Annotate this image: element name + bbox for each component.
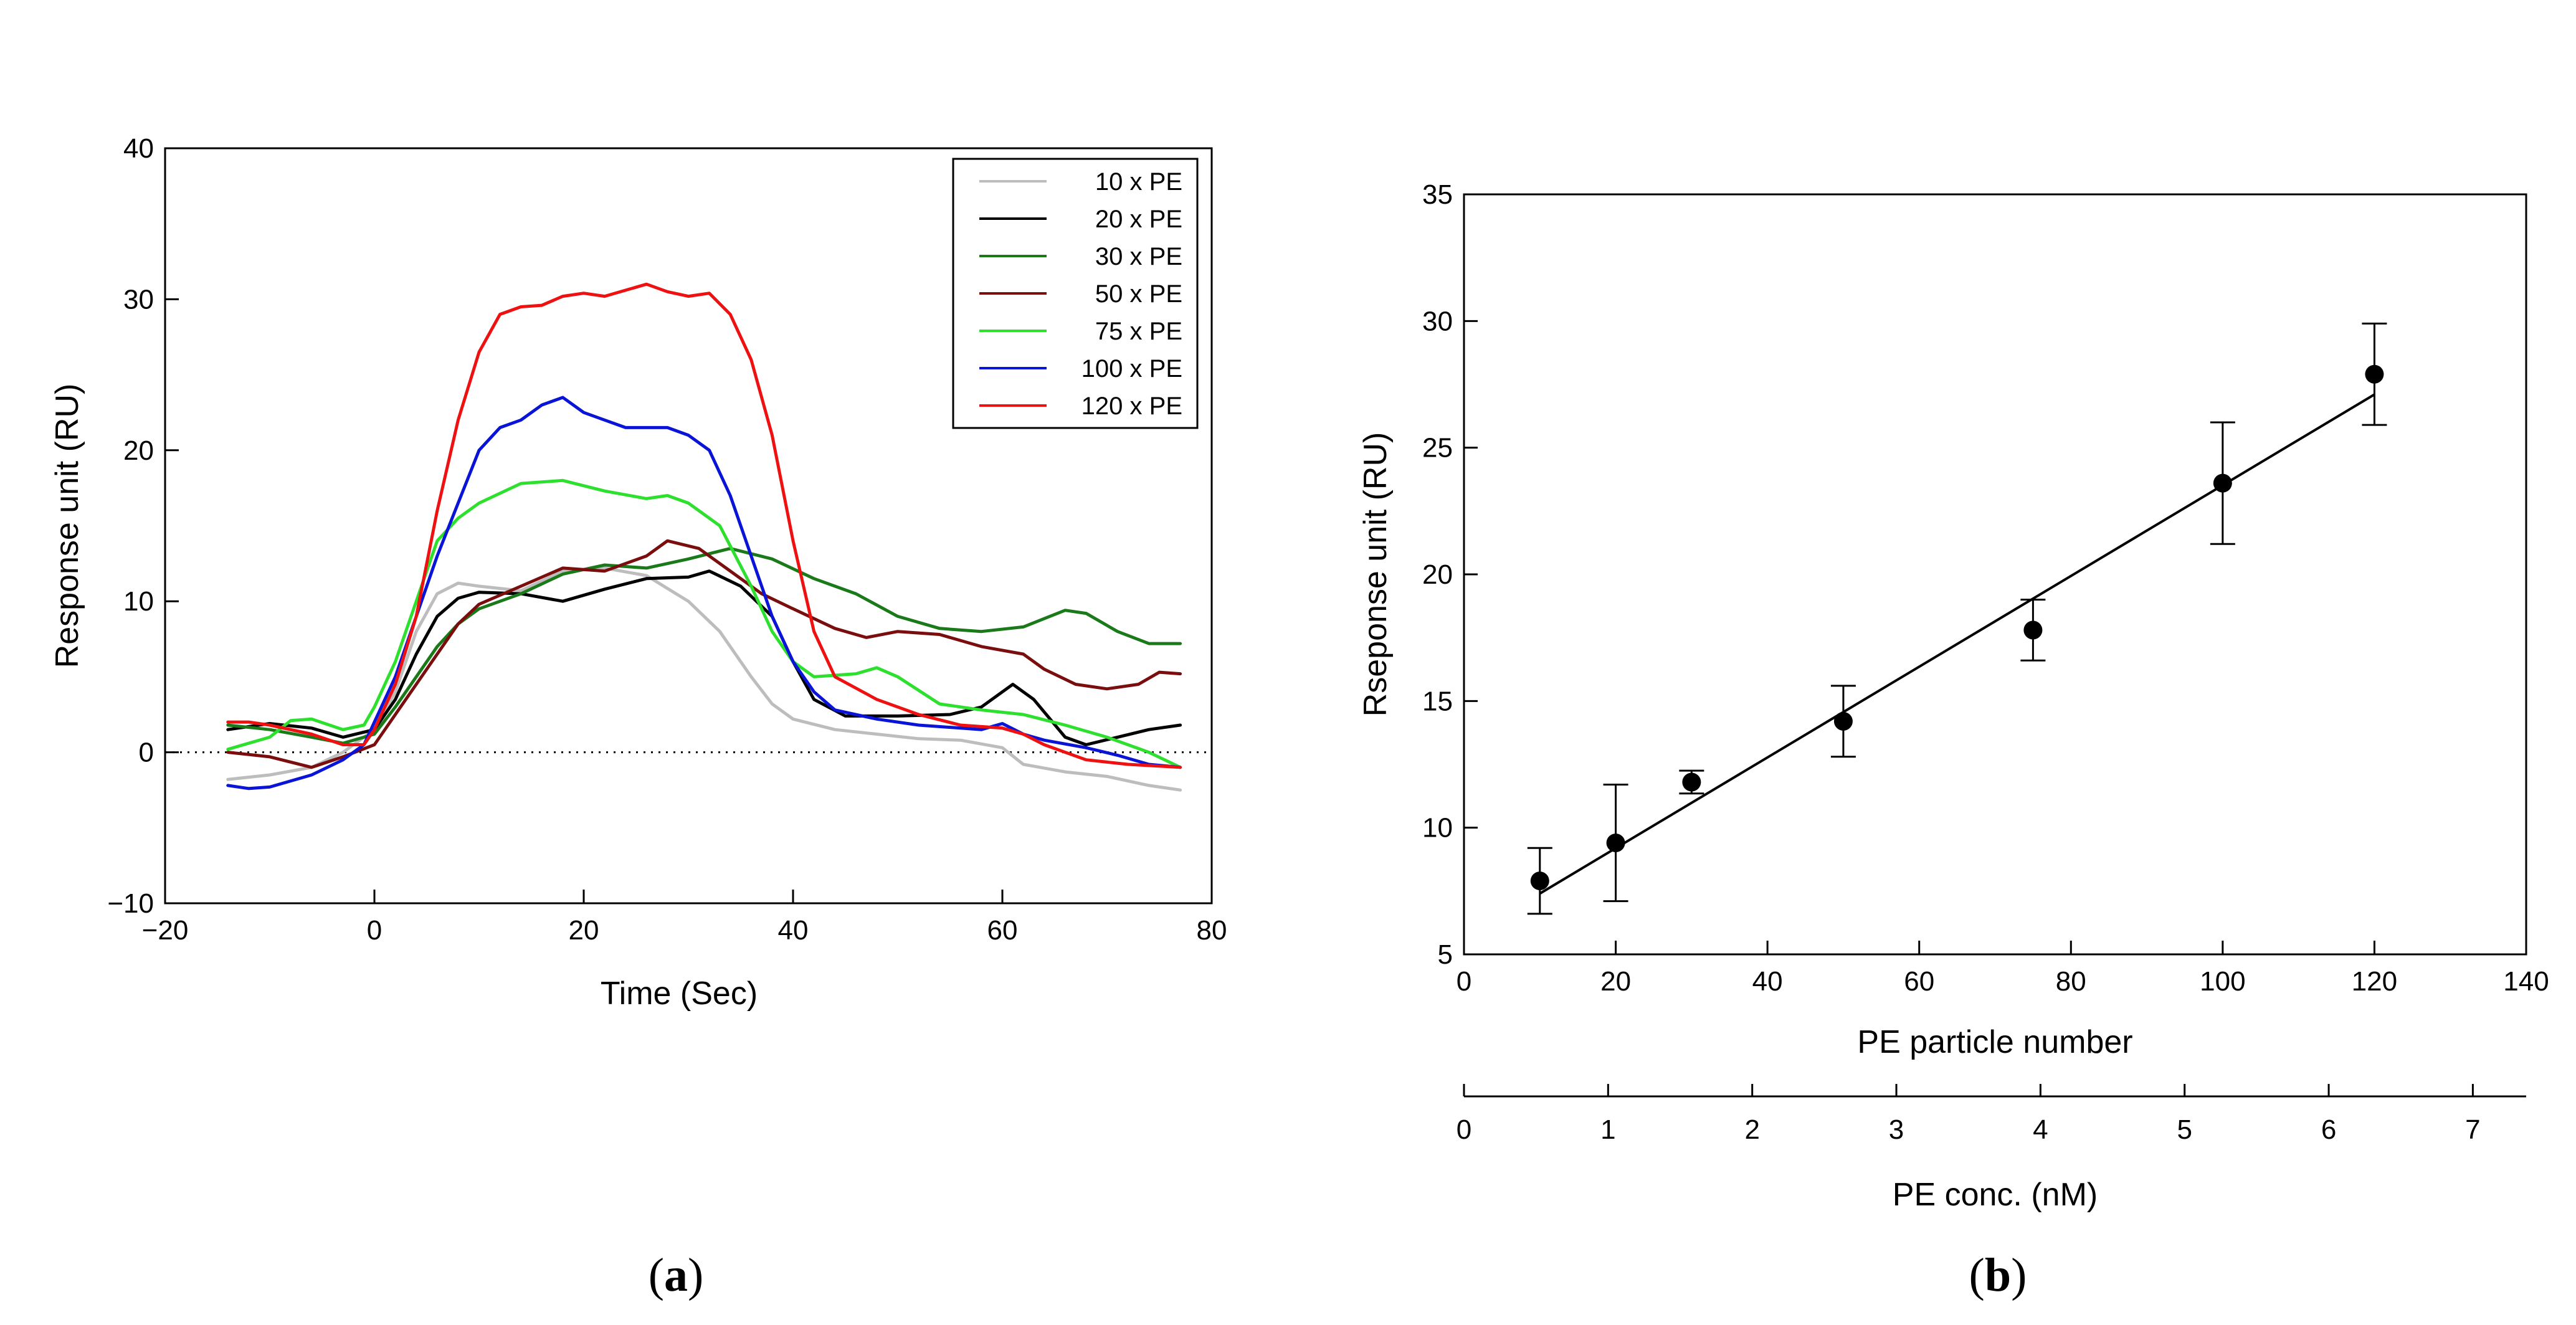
plot-b-y-ticks: 5 10 15 20 25 30 35: [1422, 179, 1478, 970]
plot-b-x-tick-label: 40: [1752, 966, 1783, 997]
plot-a-y-tick-label: 0: [139, 738, 154, 768]
panel-b-letter: b: [1985, 1249, 2011, 1301]
plot-b-x-tick-label: 0: [1457, 966, 1471, 997]
data-point: [2213, 473, 2232, 493]
plot-b-y-tick-label: 30: [1422, 306, 1453, 336]
data-point: [1606, 833, 1625, 853]
panel-a-letter: a: [664, 1249, 688, 1301]
plot-b-y-tick-label: 10: [1422, 813, 1453, 843]
plot-b-x-tick-label: 60: [1904, 966, 1934, 997]
legend-entry: 10 x PE: [1095, 168, 1182, 196]
plot-b-secondary-tick-label: 1: [1600, 1114, 1615, 1145]
plot-b-x-tick-label: 80: [2056, 966, 2086, 997]
plot-b-x-tick-label: 140: [2503, 966, 2549, 997]
plot-a-x-tick-label: −20: [142, 915, 189, 946]
plot-a-y-tick-label: 10: [123, 586, 154, 617]
plot-b-secondary-tick-label: 3: [1889, 1114, 1904, 1145]
data-point: [2365, 364, 2384, 384]
plot-a-x-ticks: −20 0 20 40 60 80: [142, 890, 1227, 946]
chart-b: 0 20 40 60 80 100 120 140 5 10 15 20 25 30 35 0 1 2 3 4 5 6…: [1357, 179, 2549, 1213]
plot-b-y-tick-label: 15: [1422, 686, 1453, 716]
plot-b-y-tick-label: 25: [1422, 433, 1453, 463]
legend-entry: 30 x PE: [1095, 243, 1182, 270]
plot-a-x-tick-label: 80: [1197, 915, 1227, 946]
plot-a-y-ticks: −10 0 10 20 30 40: [107, 133, 179, 919]
plot-b-secondary-tick-label: 7: [2465, 1114, 2480, 1145]
legend-entry: 100 x PE: [1081, 355, 1182, 382]
series-line: [226, 566, 1182, 792]
plot-b-y-tick-label: 5: [1438, 939, 1453, 970]
plot-a-y-tick-label: 20: [123, 435, 154, 466]
panel-b-label: (b): [1969, 1249, 2027, 1301]
data-point: [1530, 871, 1549, 891]
series-line: [226, 569, 1182, 746]
chart-a: −20 0 20 40 60 80 −10 0 10 20 30 40 10 x PE 20 x PE…: [49, 133, 1227, 1012]
plot-a-y-label: Response unit (RU): [49, 384, 85, 668]
plot-b-x-tick-label: 20: [1600, 966, 1631, 997]
plot-b-points: [1527, 322, 2387, 915]
legend-entry: 50 x PE: [1095, 280, 1182, 308]
plot-b-y-tick-label: 20: [1422, 559, 1453, 590]
plot-a-series: [226, 282, 1182, 792]
series-line: [226, 478, 1182, 769]
plot-b-secondary-tick-label: 4: [2033, 1114, 2048, 1145]
plot-b-secondary-axis-label: PE conc. (nM): [1893, 1177, 2098, 1213]
plot-b-y-tick-label: 35: [1422, 179, 1453, 210]
series-line: [226, 539, 1182, 769]
plot-b-x-tick-label: 100: [2200, 966, 2245, 997]
plot-a-x-tick-label: 40: [778, 915, 809, 946]
series-line: [226, 396, 1182, 791]
data-point: [1833, 711, 1853, 731]
series-line: [226, 546, 1182, 745]
plot-a-x-tick-label: 20: [569, 915, 599, 946]
plot-b-secondary-axis-ticks: 0 1 2 3 4 5 6 7: [1457, 1084, 2481, 1145]
plot-a-y-tick-label: 30: [123, 284, 154, 315]
panel-a-label: (a): [649, 1249, 704, 1301]
plot-b-fit-line: [1539, 393, 2375, 895]
legend-entry: 120 x PE: [1081, 392, 1182, 420]
plot-a-frame: [164, 147, 1213, 905]
series-line: [226, 282, 1182, 769]
plot-a-legend: 10 x PE 20 x PE 30 x PE 50 x PE 75 x PE 100 x…: [952, 158, 1199, 429]
plot-b-secondary-tick-label: 6: [2321, 1114, 2336, 1145]
plot-b-x-tick-label: 120: [2352, 966, 2397, 997]
legend-entry: 75 x PE: [1095, 318, 1182, 345]
plot-a-y-tick-label: 40: [123, 133, 154, 164]
plot-a-y-tick-label: −10: [107, 888, 154, 919]
legend-entry: 20 x PE: [1095, 206, 1182, 233]
plot-a-x-tick-label: 60: [987, 915, 1018, 946]
plot-b-secondary-tick-label: 2: [1744, 1114, 1759, 1145]
plot-b-y-label: Rseponse unit (RU): [1357, 432, 1394, 717]
plot-a-x-label: Time (Sec): [601, 976, 758, 1012]
plot-b-x-label: PE particle number: [1857, 1024, 2132, 1060]
plot-b-x-ticks: 0 20 40 60 80 100 120 140: [1457, 941, 2549, 997]
plot-b-secondary-tick-label: 5: [2177, 1114, 2192, 1145]
plot-a-x-tick-label: 0: [367, 915, 382, 946]
data-point: [1682, 772, 1701, 792]
plot-b-secondary-tick-label: 0: [1457, 1114, 1471, 1145]
data-point: [2023, 620, 2043, 640]
